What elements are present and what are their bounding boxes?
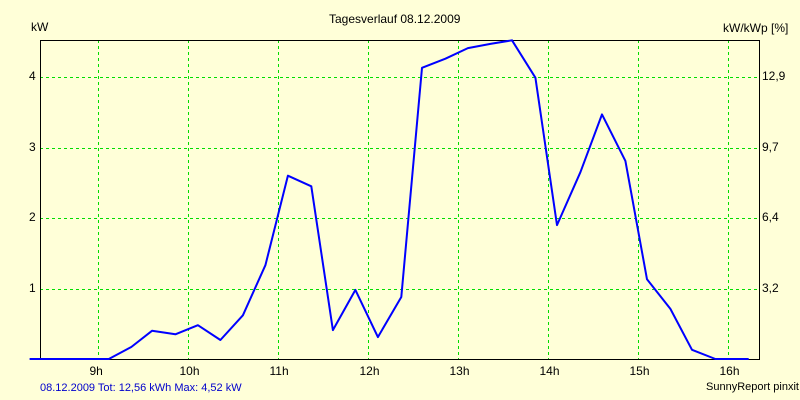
x-tick-label: 9h xyxy=(89,364,103,378)
y-tick-label-right: 9,7 xyxy=(762,139,779,154)
y-tick-label-left: 3 xyxy=(29,139,36,154)
x-tick-label: 10h xyxy=(179,364,200,378)
y-tick-label-left: 1 xyxy=(29,280,36,295)
y-axis-label-right: kW/kWp [%] xyxy=(723,21,789,35)
y-tick-label-left: 4 xyxy=(29,68,36,83)
x-tick-label: 16h xyxy=(719,364,740,378)
x-tick-label: 12h xyxy=(359,364,380,378)
y-tick-label-right: 6,4 xyxy=(762,209,779,224)
summary-text: 08.12.2009 Tot: 12,56 kWh Max: 4,52 kW xyxy=(40,382,242,394)
x-tick-label: 11h xyxy=(269,364,289,378)
plot-frame xyxy=(40,40,760,360)
y-axis-label-left: kW xyxy=(31,20,49,34)
y-tick-label-right: 3,2 xyxy=(762,280,779,295)
x-tick-label: 13h xyxy=(449,364,470,378)
chart-title: Tagesverlauf 08.12.2009 xyxy=(329,12,461,26)
x-tick-label: 14h xyxy=(539,364,560,378)
series-line-kw xyxy=(29,39,749,360)
y-tick-label-left: 2 xyxy=(29,209,36,224)
x-tick-label: 15h xyxy=(629,364,650,378)
y-tick-label-right: 12,9 xyxy=(762,68,786,83)
brand-text: SunnyReport pinxit xyxy=(706,381,799,393)
